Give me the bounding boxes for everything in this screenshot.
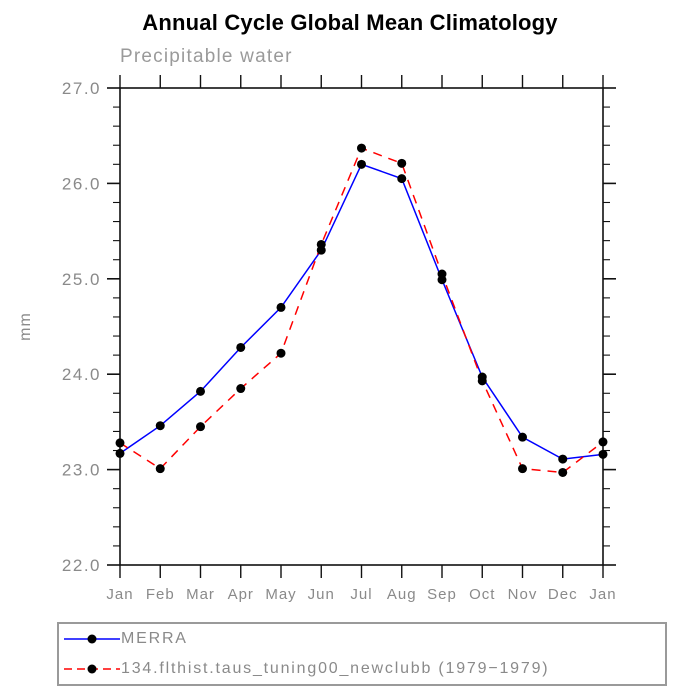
- merra-point-nov-10: [518, 432, 527, 442]
- model-point-mar-2: [196, 422, 205, 432]
- chart-title: Annual Cycle Global Mean Climatology: [142, 10, 558, 35]
- model-point-jan-12: [598, 437, 608, 447]
- model-point-feb-1: [155, 464, 165, 474]
- legend-label-model: 134.flthist.taus_tuning00_newclubb (1979…: [121, 660, 550, 677]
- plot-area: 22.0 23.0 24.0 25.0 26.0 27.0 Jan Feb Mar Apr May J…: [17, 75, 616, 603]
- model-point-may-4: [276, 348, 286, 358]
- x-tick-label: Mar: [186, 586, 215, 603]
- x-tick-label: Jan: [106, 586, 133, 603]
- model-point-jul-6: [357, 143, 366, 153]
- merra-point-may-4: [276, 302, 286, 312]
- y-tick-label: 27.0: [62, 79, 101, 98]
- y-tick-label: 23.0: [62, 461, 101, 480]
- legend-marker-dot: [87, 634, 97, 644]
- merra-line: [119, 163, 604, 460]
- model-line-sample-icon: [64, 664, 120, 674]
- x-tick-label: Aug: [387, 586, 417, 603]
- x-tick-label: Dec: [548, 586, 578, 603]
- model-point-aug-7: [397, 158, 407, 168]
- y-tick-label: 24.0: [62, 365, 101, 384]
- merra-point-aug-7: [397, 174, 407, 184]
- merra-point-jul-6: [357, 159, 366, 169]
- x-tick-label: Jul: [350, 586, 372, 603]
- legend-item-merra: MERRA: [59, 624, 665, 654]
- model-point-sep-8: [437, 269, 447, 279]
- chart-subtitle: Precipitable water: [120, 46, 293, 67]
- merra-point-jan-0: [115, 448, 125, 458]
- legend-marker-dot: [87, 664, 97, 674]
- x-tick-label: Oct: [469, 586, 495, 603]
- x-tick-label: Sep: [427, 586, 457, 603]
- merra-point-apr-3: [236, 342, 246, 352]
- merra-point-mar-2: [196, 386, 205, 396]
- x-tick-label: Apr: [228, 586, 254, 603]
- legend: MERRA 134.flthist.taus_tuning00_newclubb…: [57, 622, 667, 686]
- model-point-jan-0: [115, 438, 125, 448]
- x-tick-label: Feb: [146, 586, 175, 603]
- x-tick-label: Jun: [308, 586, 335, 603]
- y-tick-label: 22.0: [62, 556, 101, 575]
- legend-item-model: 134.flthist.taus_tuning00_newclubb (1979…: [59, 654, 665, 684]
- merra-point-jan-12: [598, 449, 608, 459]
- merra-line-sample-icon: [64, 634, 120, 644]
- plot-frame: [119, 87, 604, 566]
- merra-point-feb-1: [155, 421, 165, 431]
- merra-point-dec-11: [558, 454, 568, 464]
- model-point-dec-11: [558, 467, 568, 477]
- model-point-nov-10: [518, 464, 527, 474]
- legend-label-merra: MERRA: [121, 630, 188, 647]
- model-point-oct-9: [477, 376, 487, 386]
- x-tick-label: Nov: [508, 586, 538, 603]
- y-tick-label: 25.0: [62, 270, 101, 289]
- x-tick-label: May: [265, 586, 296, 603]
- model-line: [119, 147, 604, 474]
- model-point-jun-5: [316, 239, 326, 249]
- y-axis-title: mm: [17, 312, 34, 341]
- x-tick-label: Jan: [589, 586, 616, 603]
- y-tick-label: 26.0: [62, 174, 101, 193]
- model-point-apr-3: [236, 384, 246, 394]
